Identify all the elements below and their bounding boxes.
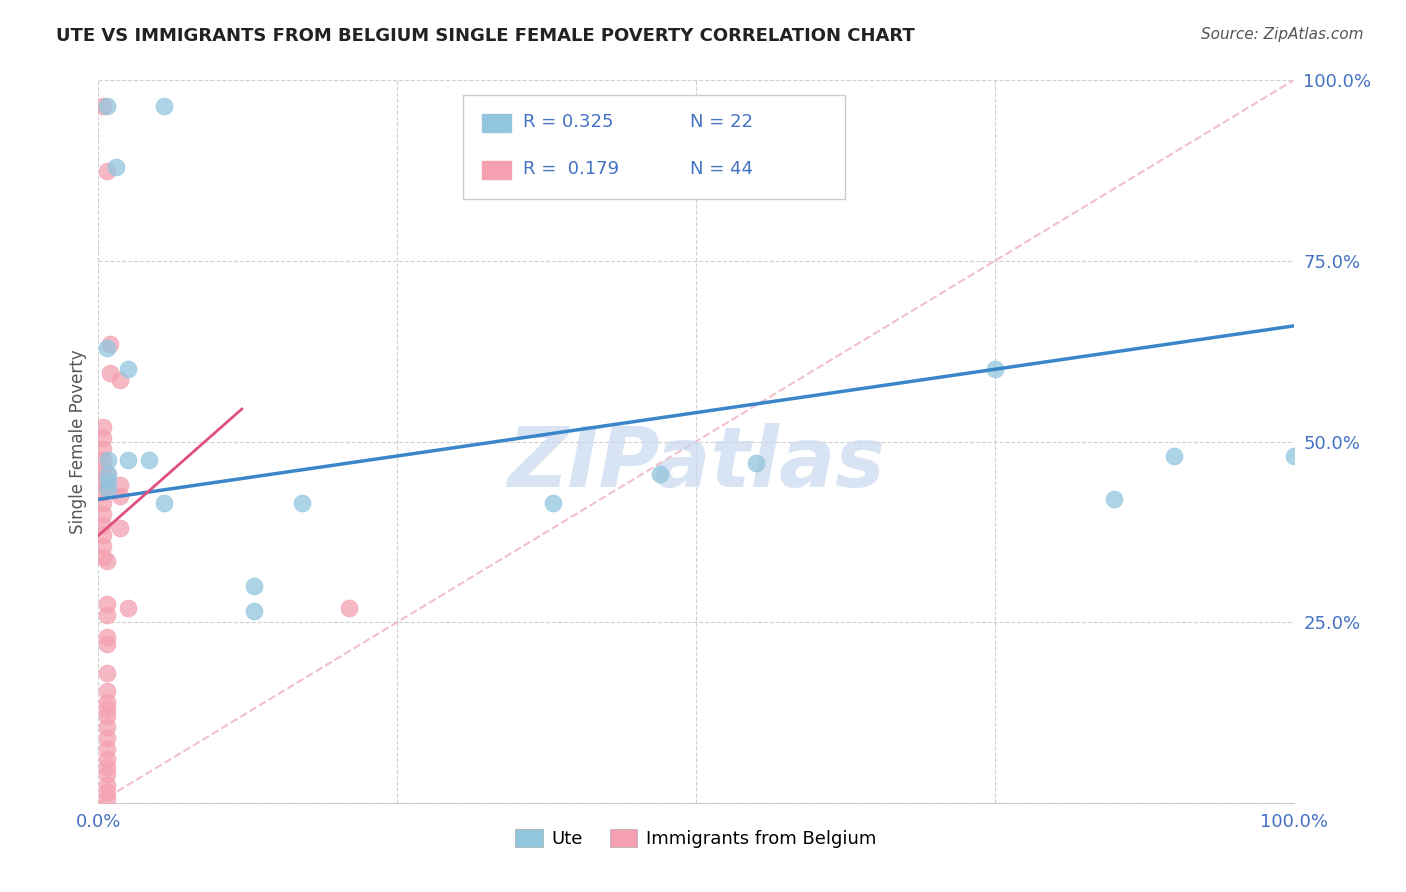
Point	[96, 637, 118, 651]
Point	[96, 778, 118, 792]
Text: R = 0.325: R = 0.325	[523, 113, 613, 131]
Point	[117, 452, 139, 467]
Point	[96, 98, 118, 112]
Point	[96, 702, 118, 716]
Point	[108, 521, 131, 535]
Point	[96, 597, 118, 611]
Point	[96, 760, 118, 774]
Point	[138, 452, 160, 467]
Text: ZIPatlas: ZIPatlas	[508, 423, 884, 504]
Point	[91, 98, 114, 112]
Point	[108, 489, 131, 503]
Point	[98, 337, 122, 351]
Point	[96, 467, 118, 481]
Point	[96, 478, 118, 492]
Point	[96, 752, 118, 766]
Point	[243, 604, 266, 618]
Point	[96, 607, 118, 622]
Point	[96, 630, 118, 644]
Point	[97, 467, 120, 481]
Point	[98, 366, 122, 380]
Point	[91, 452, 114, 467]
Point	[97, 452, 120, 467]
Point	[91, 517, 114, 532]
Point	[96, 554, 118, 568]
Text: Source: ZipAtlas.com: Source: ZipAtlas.com	[1201, 27, 1364, 42]
Point	[91, 475, 114, 489]
Point	[91, 496, 114, 510]
Point	[291, 496, 314, 510]
Point	[96, 720, 118, 734]
Text: UTE VS IMMIGRANTS FROM BELGIUM SINGLE FEMALE POVERTY CORRELATION CHART: UTE VS IMMIGRANTS FROM BELGIUM SINGLE FE…	[56, 27, 915, 45]
Point	[105, 160, 128, 174]
Point	[97, 475, 120, 489]
Point	[91, 431, 114, 445]
Point	[243, 579, 266, 593]
Point	[96, 792, 118, 806]
Point	[153, 496, 176, 510]
Point	[117, 362, 139, 376]
Point	[91, 485, 114, 500]
Point	[1163, 449, 1185, 463]
Point	[745, 456, 768, 470]
Point	[96, 785, 118, 799]
Text: N = 22: N = 22	[690, 113, 754, 131]
Point	[339, 600, 361, 615]
FancyBboxPatch shape	[463, 95, 845, 200]
Point	[91, 463, 114, 477]
Text: N = 44: N = 44	[690, 161, 754, 178]
Point	[97, 482, 120, 496]
Point	[108, 478, 131, 492]
Legend: Ute, Immigrants from Belgium: Ute, Immigrants from Belgium	[508, 822, 884, 855]
Point	[96, 731, 118, 745]
Point	[91, 528, 114, 542]
Point	[108, 373, 131, 387]
Point	[153, 98, 176, 112]
Point	[648, 467, 672, 481]
Point	[96, 683, 118, 698]
Point	[117, 600, 139, 615]
Point	[96, 695, 118, 709]
Point	[91, 442, 114, 456]
FancyBboxPatch shape	[482, 114, 510, 132]
Y-axis label: Single Female Poverty: Single Female Poverty	[69, 350, 87, 533]
Point	[984, 362, 1007, 376]
Point	[96, 741, 118, 756]
Point	[96, 341, 118, 355]
Point	[96, 665, 118, 680]
Point	[96, 163, 118, 178]
Point	[1104, 492, 1126, 507]
Point	[541, 496, 564, 510]
Point	[91, 507, 114, 521]
Point	[96, 709, 118, 723]
Point	[91, 550, 114, 565]
FancyBboxPatch shape	[482, 161, 510, 178]
Text: R =  0.179: R = 0.179	[523, 161, 619, 178]
Point	[96, 767, 118, 781]
Point	[91, 539, 114, 553]
Point	[1282, 449, 1305, 463]
Point	[91, 420, 114, 434]
